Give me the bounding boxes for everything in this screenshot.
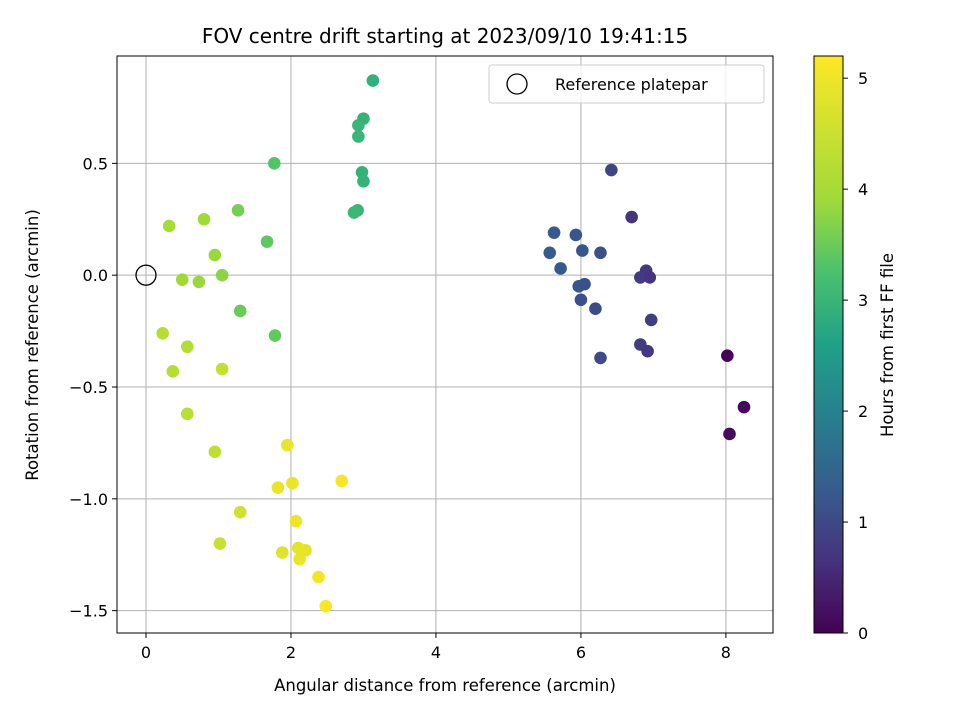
y-tick-label: 0.5 xyxy=(83,154,108,173)
data-point xyxy=(589,302,602,316)
data-point xyxy=(260,235,274,248)
data-point xyxy=(335,474,349,488)
data-point xyxy=(352,119,365,132)
data-point xyxy=(213,537,227,550)
reference-marker xyxy=(135,264,157,286)
data-point xyxy=(233,505,247,519)
data-point xyxy=(643,271,657,284)
data-point xyxy=(286,476,299,490)
data-point xyxy=(233,304,247,318)
data-point xyxy=(569,228,583,242)
data-point xyxy=(231,204,245,217)
colorbar-ticks: 0 1 2 3 4 5 xyxy=(843,69,868,643)
y-axis-title: Rotation from reference (arcmin) xyxy=(23,209,42,481)
data-point xyxy=(268,329,282,342)
data-point xyxy=(166,365,180,378)
data-point xyxy=(574,293,588,307)
data-point xyxy=(215,362,229,376)
data-point xyxy=(215,268,229,282)
y-tick-label: −1.0 xyxy=(69,490,108,509)
plot-frame xyxy=(116,55,774,634)
x-axis-ticks: 0 2 4 6 8 xyxy=(141,633,731,662)
legend-label: Reference platepar xyxy=(555,75,708,94)
data-point xyxy=(644,313,658,327)
data-point xyxy=(156,327,169,340)
data-point xyxy=(605,163,618,177)
data-point xyxy=(594,351,607,365)
y-tick-label: 0.0 xyxy=(83,266,108,285)
legend-box xyxy=(488,64,765,104)
reference-platepar-marker xyxy=(135,264,157,286)
data-point xyxy=(547,226,561,239)
data-point xyxy=(352,130,365,143)
data-point xyxy=(175,273,189,286)
data-point xyxy=(634,271,647,284)
x-tick-label: 0 xyxy=(141,643,151,662)
legend: Reference platepar xyxy=(488,64,765,104)
grid-lines xyxy=(117,56,773,633)
colorbar: 0 1 2 3 4 5 Hours from first FF file xyxy=(813,55,897,643)
colorbar-tick-label: 3 xyxy=(858,291,868,310)
data-point xyxy=(366,74,380,87)
data-point xyxy=(208,445,222,459)
colorbar-frame xyxy=(813,55,844,634)
data-point xyxy=(197,212,211,226)
data-point xyxy=(576,244,589,257)
colorbar-tick-label: 4 xyxy=(858,180,868,199)
data-point xyxy=(737,400,751,414)
x-axis-title: Angular distance from reference (arcmin) xyxy=(274,676,616,695)
data-point xyxy=(181,340,194,354)
data-point xyxy=(554,262,567,275)
colorbar-title: Hours from first FF file xyxy=(878,253,897,437)
data-point xyxy=(271,481,285,494)
data-point xyxy=(293,552,306,566)
data-point xyxy=(357,174,370,188)
colorbar-tick-label: 1 xyxy=(858,513,868,532)
y-axis-ticks: −1.5 −1.0 −0.5 0.0 0.5 xyxy=(69,154,117,621)
x-tick-label: 8 xyxy=(721,643,731,662)
data-point xyxy=(594,246,607,260)
colorbar-tick-label: 5 xyxy=(858,69,868,88)
data-point xyxy=(312,570,325,584)
data-point xyxy=(578,277,591,291)
data-point xyxy=(162,219,176,233)
colorbar-tick-label: 0 xyxy=(858,624,868,643)
x-tick-label: 4 xyxy=(431,643,441,662)
data-point xyxy=(289,514,303,528)
data-point xyxy=(208,248,222,262)
data-point xyxy=(723,427,736,441)
data-point xyxy=(281,438,294,452)
legend-open-circle-icon xyxy=(506,73,528,95)
data-point xyxy=(543,246,557,260)
data-point xyxy=(299,543,312,557)
data-point xyxy=(267,157,281,170)
data-point xyxy=(275,546,289,559)
data-point xyxy=(319,599,333,613)
chart-title: FOV centre drift starting at 2023/09/10 … xyxy=(202,24,688,48)
x-tick-label: 6 xyxy=(576,643,586,662)
y-tick-label: −1.5 xyxy=(69,602,108,621)
colorbar-tick-label: 2 xyxy=(858,402,868,421)
data-point xyxy=(347,206,361,219)
y-tick-label: −0.5 xyxy=(69,378,108,397)
colorbar-gradient xyxy=(814,56,843,633)
data-point xyxy=(721,349,734,362)
data-point xyxy=(181,407,194,421)
data-point xyxy=(625,210,638,224)
data-point xyxy=(192,275,206,289)
x-tick-label: 2 xyxy=(286,643,296,662)
data-points xyxy=(156,74,751,613)
data-point xyxy=(641,344,654,358)
